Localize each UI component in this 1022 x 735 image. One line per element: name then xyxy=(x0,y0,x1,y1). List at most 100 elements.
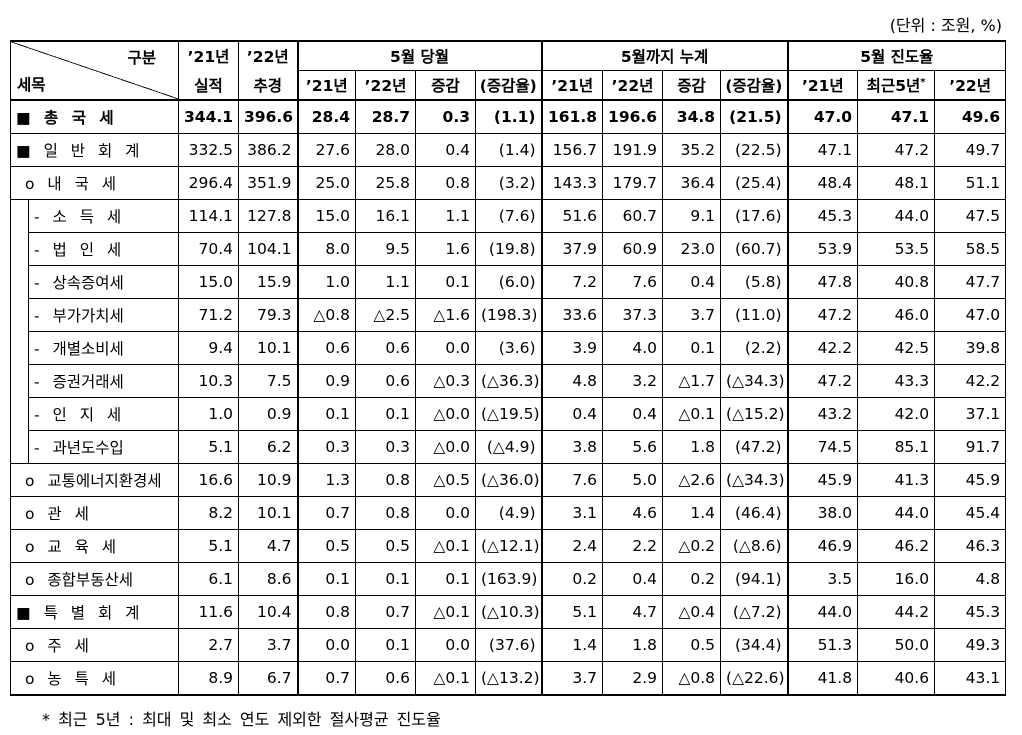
value-cell: 4.7 xyxy=(602,595,664,629)
value-cell: 7.6 xyxy=(540,463,604,497)
value-cell: 4.0 xyxy=(602,331,664,365)
value-cell: (△34.3) xyxy=(720,364,789,398)
value-cell: 45.9 xyxy=(786,463,859,497)
value-cell: △0.4 xyxy=(662,595,722,629)
row-label: o 관 세 xyxy=(10,496,179,530)
value-cell: 0.2 xyxy=(540,562,604,596)
table-row: - 법 인 세 70.4 104.1 8.0 9.5 1.6 (19.8) 37.9 60.9 2… xyxy=(11,232,1007,266)
row-label: - 소 득 세 xyxy=(28,199,179,233)
value-cell: 0.3 xyxy=(415,99,476,134)
value-cell: △2.6 xyxy=(662,463,722,497)
value-cell: 2.9 xyxy=(602,661,664,696)
value-cell: △0.0 xyxy=(415,430,476,464)
value-cell: 47.0 xyxy=(934,298,1007,332)
value-cell: (19.8) xyxy=(474,232,543,266)
value-cell: (25.4) xyxy=(720,166,789,200)
value-cell: 16.1 xyxy=(355,199,416,233)
tax-table: 구분 세목 ’21년 ’22년 5월 당월 5월까지 누계 5월 진도율 실적 … xyxy=(10,40,1007,696)
value-cell: 5.1 xyxy=(540,595,604,629)
value-cell: 28.4 xyxy=(296,99,356,134)
value-cell: 38.0 xyxy=(786,496,859,530)
table-header: 구분 세목 ’21년 ’22년 5월 당월 5월까지 누계 5월 진도율 실적 … xyxy=(10,40,1007,101)
value-cell: 0.4 xyxy=(602,397,664,431)
value-cell: 16.0 xyxy=(857,562,936,596)
value-cell: 74.5 xyxy=(786,430,859,464)
value-cell: 45.3 xyxy=(934,595,1007,629)
value-cell: 0.8 xyxy=(355,496,416,530)
value-cell: 10.3 xyxy=(178,364,239,398)
value-cell: 16.6 xyxy=(178,463,239,497)
value-cell: 1.6 xyxy=(415,232,476,266)
value-cell: 0.8 xyxy=(355,463,416,497)
value-cell: (△19.5) xyxy=(474,397,543,431)
value-cell: 5.0 xyxy=(602,463,664,497)
table-row: - 개별소비세 9.4 10.1 0.6 0.6 0.0 (3.6) 3.9 4.0 0.1 (2.… xyxy=(11,331,1007,365)
group-head: 5월 당월 xyxy=(296,40,543,71)
value-cell: 23.0 xyxy=(662,232,722,266)
value-cell: 91.7 xyxy=(934,430,1007,464)
value-cell: 15.9 xyxy=(238,265,298,299)
value-cell: 0.5 xyxy=(296,529,356,563)
footnote: * 최근 5년 : 최대 및 최소 연도 제외한 절사평균 진도율 xyxy=(42,710,441,729)
value-cell: 5.6 xyxy=(602,430,664,464)
value-cell: 49.7 xyxy=(934,133,1007,167)
value-cell: (94.1) xyxy=(720,562,789,596)
table-row: o 종합부동산세 6.1 8.6 0.1 0.1 0.1 (163.9) 0.2 0.4 0.2(… xyxy=(10,562,1007,596)
value-cell: 42.2 xyxy=(786,331,859,365)
value-cell: 53.9 xyxy=(786,232,859,266)
row-label: ■ 총 국 세 xyxy=(10,99,179,134)
value-cell: 0.1 xyxy=(296,397,356,431)
value-cell: 3.5 xyxy=(786,562,859,596)
row-label: ■ 특 별 회 계 xyxy=(10,595,179,629)
value-cell: 4.6 xyxy=(602,496,664,530)
value-cell: 351.9 xyxy=(238,166,298,200)
value-cell: 3.7 xyxy=(238,628,298,662)
value-cell: 10.1 xyxy=(238,496,298,530)
value-cell: △0.1 xyxy=(415,595,476,629)
value-cell: 47.2 xyxy=(786,298,859,332)
value-cell: 37.3 xyxy=(602,298,664,332)
value-cell: 8.0 xyxy=(296,232,356,266)
sub-col-head: 최근5년* xyxy=(857,70,936,101)
row-label: - 증권거래세 xyxy=(28,364,179,398)
value-cell: 25.0 xyxy=(296,166,356,200)
value-cell: 0.8 xyxy=(415,166,476,200)
value-cell: 47.0 xyxy=(786,99,859,134)
value-cell: (7.6) xyxy=(474,199,543,233)
value-cell: △0.5 xyxy=(415,463,476,497)
sub-col-head: ’21년 xyxy=(786,70,859,101)
row-label: - 개별소비세 xyxy=(28,331,179,365)
value-cell: 25.8 xyxy=(355,166,416,200)
value-cell: 9.4 xyxy=(178,331,239,365)
row-label: o 주 세 xyxy=(10,628,179,662)
value-cell: (11.0) xyxy=(720,298,789,332)
value-cell: 0.2 xyxy=(662,562,722,596)
value-cell: (△13.2) xyxy=(474,661,543,696)
value-cell: (3.2) xyxy=(474,166,543,200)
value-cell: 0.4 xyxy=(540,397,604,431)
value-cell: 1.4 xyxy=(540,628,604,662)
row-label: o 농 특 세 xyxy=(10,661,179,696)
value-cell: 1.1 xyxy=(355,265,416,299)
value-cell: (46.4) xyxy=(720,496,789,530)
value-cell: (37.6) xyxy=(474,628,543,662)
value-cell: 6.2 xyxy=(238,430,298,464)
row-label: - 부가가치세 xyxy=(28,298,179,332)
value-cell: 9.5 xyxy=(355,232,416,266)
table-row: - 과년도수입 5.1 6.2 0.3 0.3 △0.0 (△4.9) 3.8 5.6 1.8 (4… xyxy=(11,430,1007,464)
value-cell: 3.8 xyxy=(540,430,604,464)
value-cell: 46.3 xyxy=(934,529,1007,563)
value-cell: 37.9 xyxy=(540,232,604,266)
value-cell: △0.8 xyxy=(296,298,356,332)
value-cell: 48.1 xyxy=(857,166,936,200)
value-cell: 44.0 xyxy=(786,595,859,629)
value-cell: 35.2 xyxy=(662,133,722,167)
value-cell: 1.4 xyxy=(662,496,722,530)
value-cell: 0.6 xyxy=(355,364,416,398)
value-cell: 0.9 xyxy=(238,397,298,431)
sub-col-head: ’22년 xyxy=(355,70,416,101)
table-row: ■ 일 반 회 계 332.5 386.2 27.6 28.0 0.4 (1.4) 156.7… xyxy=(10,133,1007,167)
corner-bottom: 세목 xyxy=(17,76,46,94)
value-cell: △0.3 xyxy=(415,364,476,398)
value-cell: 0.1 xyxy=(296,562,356,596)
